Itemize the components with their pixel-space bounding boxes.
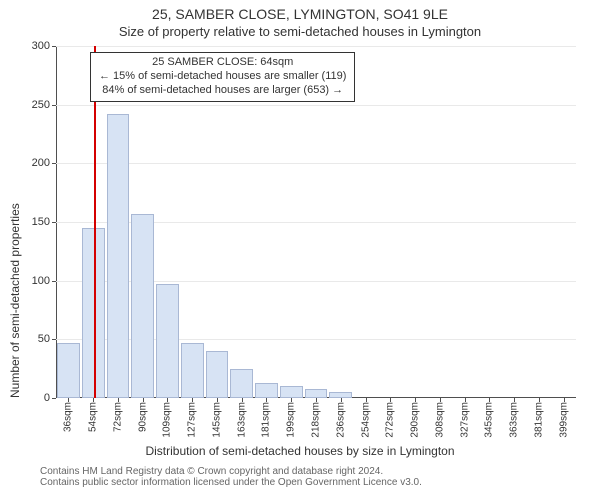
ytick-label: 150 <box>32 216 56 228</box>
ytick-label: 100 <box>32 275 56 287</box>
x-axis-title: Distribution of semi-detached houses by … <box>0 444 600 458</box>
xtick-label: 72sqm <box>112 402 123 432</box>
xtick-label: 218sqm <box>311 402 322 438</box>
chart-title: 25, SAMBER CLOSE, LYMINGTON, SO41 9LE <box>0 6 600 22</box>
histogram-bar <box>131 214 154 398</box>
xtick-label: 399sqm <box>558 402 569 438</box>
xtick-label: 199sqm <box>286 402 297 438</box>
footer-line-2: Contains public sector information licen… <box>0 477 600 488</box>
ytick-label: 200 <box>32 157 56 169</box>
xtick-label: 181sqm <box>261 402 272 438</box>
xtick-label: 381sqm <box>533 402 544 438</box>
histogram-bar <box>280 386 303 398</box>
info-box: 25 SAMBER CLOSE: 64sqm← 15% of semi-deta… <box>90 52 355 102</box>
xtick-label: 109sqm <box>162 402 173 438</box>
xtick-label: 54sqm <box>88 402 99 432</box>
histogram-bar <box>206 351 229 398</box>
info-box-line: 25 SAMBER CLOSE: 64sqm <box>99 56 346 70</box>
histogram-bar <box>82 228 105 398</box>
histogram-bar <box>181 343 204 398</box>
xtick-label: 254sqm <box>360 402 371 438</box>
xtick-label: 308sqm <box>434 402 445 438</box>
gridline <box>56 105 576 106</box>
ytick-label: 300 <box>32 40 56 52</box>
histogram-bar <box>255 383 278 398</box>
xtick-label: 145sqm <box>211 402 222 438</box>
xtick-label: 163sqm <box>236 402 247 438</box>
info-box-line: 84% of semi-detached houses are larger (… <box>99 84 346 98</box>
chart-subtitle: Size of property relative to semi-detach… <box>0 24 600 39</box>
histogram-bar <box>156 284 179 398</box>
chart-footer: Contains HM Land Registry data © Crown c… <box>0 466 600 488</box>
ytick-label: 250 <box>32 99 56 111</box>
xtick-label: 363sqm <box>509 402 520 438</box>
xtick-label: 90sqm <box>137 402 148 432</box>
xtick-label: 236sqm <box>335 402 346 438</box>
gridline <box>56 46 576 47</box>
info-box-line: ← 15% of semi-detached houses are smalle… <box>99 70 346 84</box>
xtick-label: 345sqm <box>484 402 495 438</box>
gridline <box>56 163 576 164</box>
chart-container: 25, SAMBER CLOSE, LYMINGTON, SO41 9LE Si… <box>0 0 600 500</box>
xtick-label: 36sqm <box>63 402 74 432</box>
plot-area: 05010015020025030036sqm54sqm72sqm90sqm10… <box>56 46 576 398</box>
y-axis-label: Number of semi-detached properties <box>8 203 22 398</box>
ytick-label: 0 <box>44 392 56 404</box>
footer-line-1: Contains HM Land Registry data © Crown c… <box>0 466 600 477</box>
histogram-bar <box>57 343 80 398</box>
xtick-label: 272sqm <box>385 402 396 438</box>
histogram-bar <box>107 114 130 398</box>
histogram-bar <box>305 389 328 398</box>
histogram-bar <box>230 369 253 398</box>
ytick-label: 50 <box>38 333 56 345</box>
xtick-label: 327sqm <box>459 402 470 438</box>
xtick-label: 290sqm <box>410 402 421 438</box>
xtick-label: 127sqm <box>187 402 198 438</box>
